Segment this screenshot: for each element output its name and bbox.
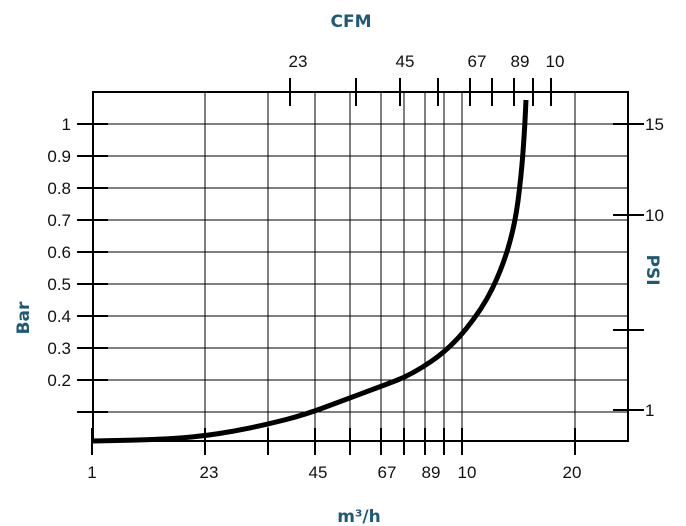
x-tick-label-top: 45 — [396, 52, 415, 71]
x-tick-label-bottom: 67 — [378, 463, 397, 482]
y-tick-label-left: 0.4 — [47, 307, 71, 326]
y-tick-label-left: 0.3 — [47, 339, 71, 358]
y-tick-label-left: 0.7 — [47, 211, 71, 230]
grid-lines — [93, 92, 628, 441]
x-tick-label-bottom: 20 — [563, 463, 582, 482]
plot-frame — [92, 91, 629, 442]
y-tick-label-left: 0.5 — [47, 275, 71, 294]
x-tick-label-bottom: 10 — [458, 463, 477, 482]
x-tick-label-top: 10 — [546, 52, 565, 71]
x-tick-label-top: 23 — [289, 52, 308, 71]
y-axis-title: Bar — [14, 301, 34, 334]
y-tick-label-left: 0.8 — [47, 179, 71, 198]
y2-axis-title: PSI — [642, 254, 662, 285]
curve-series — [92, 99, 529, 444]
x-tick-label-bottom: 89 — [422, 463, 441, 482]
top-axis-title: CFM — [330, 12, 371, 32]
x-tick-label-bottom: 45 — [309, 463, 328, 482]
y-tick-label-right: 1 — [645, 401, 654, 420]
tick-labels: 1 0.9 0.8 0.7 0.6 0.5 0.4 0.3 0.2 15 10 1 1 23 45 67 89 1… — [47, 52, 664, 482]
x-tick-label-top: 67 — [468, 52, 487, 71]
ticks — [77, 78, 644, 455]
x-tick-label-bottom: 23 — [200, 463, 219, 482]
x-tick-label-top: 89 — [511, 52, 530, 71]
y-tick-label-left: 0.9 — [47, 147, 71, 166]
y-tick-label-right: 10 — [645, 206, 664, 225]
y-tick-label-left: 0.6 — [47, 243, 71, 262]
x-axis-title: m³/h — [337, 507, 380, 526]
y-tick-label-right: 15 — [645, 115, 664, 134]
y-tick-label-left: 1 — [62, 115, 71, 134]
x-tick-label-bottom: 1 — [87, 463, 96, 482]
y-tick-label-left: 0.2 — [47, 371, 71, 390]
